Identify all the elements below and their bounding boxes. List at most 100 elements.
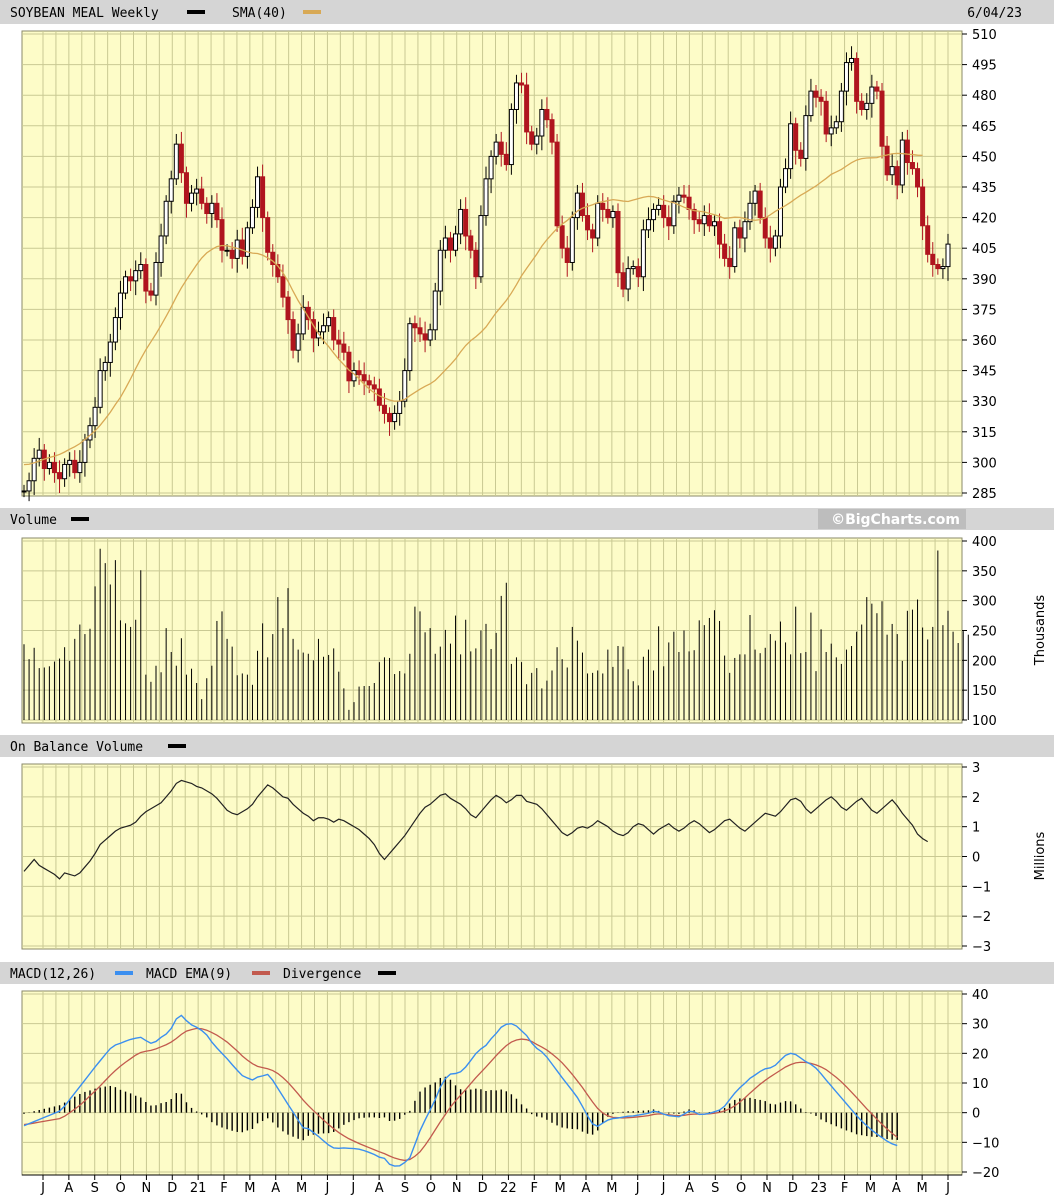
x-tick-label: 22 <box>500 1181 517 1196</box>
candle-body <box>696 219 702 225</box>
candle-body <box>864 102 870 110</box>
candle-body <box>255 176 261 208</box>
candle-body <box>549 119 555 143</box>
candle-body <box>732 227 738 268</box>
candle-body <box>920 186 926 227</box>
candle-body <box>838 90 844 123</box>
candle-body <box>97 370 103 408</box>
brand-bg <box>818 509 966 529</box>
sma-legend-swatch <box>303 10 321 14</box>
y-tick-label: 0 <box>972 1107 980 1122</box>
candle-body <box>290 319 296 351</box>
candle-body <box>163 200 169 237</box>
candle-body <box>387 412 393 423</box>
header-bar-obv <box>0 735 1054 757</box>
x-tick-label: M <box>244 1181 255 1196</box>
x-tick-label: O <box>426 1181 436 1196</box>
y-tick-label: 510 <box>972 28 997 43</box>
y-tick-label: 465 <box>972 120 997 135</box>
candle-body <box>371 384 377 390</box>
candle-body <box>77 461 83 474</box>
candle-body <box>915 168 921 188</box>
y-tick-label: 400 <box>972 535 997 550</box>
candle-body <box>478 215 484 278</box>
candle-body <box>498 141 504 155</box>
candle-body <box>331 317 337 341</box>
candle-body <box>31 457 37 482</box>
y-tick-label: 285 <box>972 487 997 502</box>
x-tick-label: J <box>945 1181 950 1196</box>
candle-body <box>87 425 93 441</box>
y-tick-label: 3 <box>972 761 980 776</box>
candle-body <box>270 251 276 266</box>
candle-body <box>168 178 174 202</box>
candle-body <box>909 162 915 170</box>
candle-body <box>295 333 301 351</box>
candle-body <box>701 215 707 225</box>
candle-body <box>397 400 403 414</box>
y-tick-label: 405 <box>972 242 997 257</box>
candle-body <box>843 62 849 92</box>
candle-body <box>615 210 621 274</box>
candle-body <box>321 325 327 333</box>
x-tick-label: S <box>401 1181 409 1196</box>
y-tick-label: 2 <box>972 791 980 806</box>
y-tick-label: −3 <box>972 940 991 955</box>
candle-body <box>214 202 220 221</box>
y-tick-label: −10 <box>972 1136 999 1151</box>
x-tick-label: 21 <box>190 1181 207 1196</box>
candle-body <box>539 108 545 137</box>
volume-unit-label: Thousands <box>1033 595 1048 667</box>
candle-body <box>219 219 225 251</box>
y-tick-label: 40 <box>972 988 989 1003</box>
candle-body <box>513 82 519 110</box>
y-tick-label: 315 <box>972 426 997 441</box>
candle-body <box>26 480 32 492</box>
obv-panel: −3 −2 −1 0 1 2 3 <box>21 761 991 955</box>
macd-legend-swatch <box>115 971 133 975</box>
chart-title: SOYBEAN MEAL Weekly <box>10 6 159 21</box>
x-tick-label: S <box>711 1181 719 1196</box>
candle-body <box>808 90 814 117</box>
y-tick-label: 300 <box>972 456 997 471</box>
candle-body <box>849 57 855 64</box>
x-tick-label: M <box>865 1181 876 1196</box>
y-tick-label: 20 <box>972 1047 989 1062</box>
y-tick-label: −20 <box>972 1166 999 1181</box>
candle-body <box>402 370 408 402</box>
candle-body <box>366 380 372 386</box>
candle-body <box>813 90 819 98</box>
candle-body <box>874 86 880 92</box>
header-bar-volume <box>0 508 1054 530</box>
candle-body <box>458 208 464 235</box>
y-tick-label: 375 <box>972 303 997 318</box>
x-tick-label: D <box>167 1181 177 1196</box>
candle-body <box>554 141 560 227</box>
candle-body <box>361 374 367 382</box>
candle-body <box>798 149 804 159</box>
candle-body <box>112 317 118 343</box>
header-bar-price <box>0 0 1054 24</box>
candle-body <box>244 227 250 257</box>
candle-body <box>803 115 809 159</box>
price-legend-swatch <box>187 10 205 14</box>
candle-body <box>62 463 68 480</box>
y-tick-label: 200 <box>972 654 997 669</box>
divergence-title: Divergence <box>283 967 361 982</box>
y-tick-label: 1 <box>972 821 980 836</box>
x-tick-label: M <box>606 1181 617 1196</box>
x-tick-label: N <box>142 1181 152 1196</box>
candle-body <box>930 253 936 266</box>
candle-body <box>737 227 743 239</box>
candle-body <box>762 217 768 239</box>
candle-body <box>21 490 27 493</box>
y-tick-label: 0 <box>972 851 980 866</box>
candle-body <box>945 243 951 268</box>
candle-body <box>453 233 459 251</box>
volume-legend-swatch <box>71 517 89 521</box>
y-tick-label: 360 <box>972 334 997 349</box>
candle-body <box>793 123 799 151</box>
x-tick-label: O <box>736 1181 746 1196</box>
